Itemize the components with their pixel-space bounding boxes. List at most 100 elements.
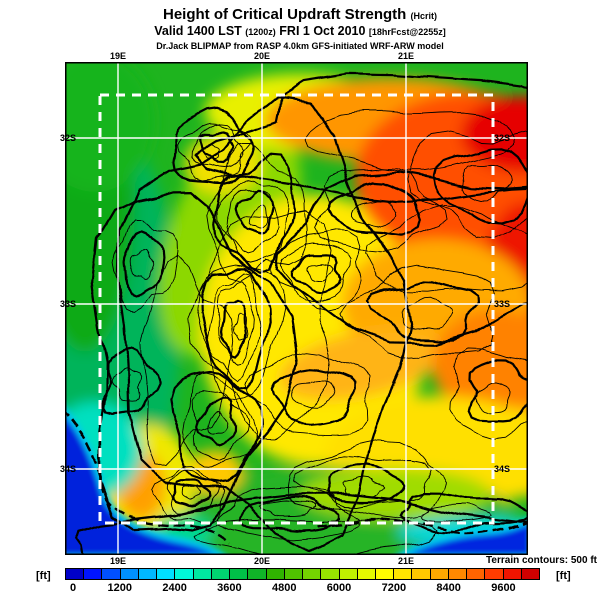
contour-line	[291, 378, 336, 407]
lon-label-bottom: 21E	[397, 556, 414, 566]
colorbar-segment	[119, 569, 138, 579]
contour-line	[291, 252, 343, 293]
contour-line	[123, 228, 165, 296]
contour-line	[170, 369, 265, 484]
lon-label-top: 19E	[109, 51, 126, 61]
colorbar-segment	[66, 569, 84, 579]
colorbar-unit-left: [ft]	[36, 570, 51, 582]
contour-line	[366, 280, 481, 342]
contour-line	[117, 95, 412, 551]
colorbar-segment	[520, 569, 540, 579]
lon-label-top: 21E	[397, 51, 414, 61]
contour-line	[270, 229, 363, 311]
contour-line	[207, 273, 261, 382]
contour-line	[199, 267, 271, 391]
contour-line	[167, 469, 221, 514]
contour-line	[198, 130, 236, 165]
coastline-path	[314, 519, 528, 536]
contour-line	[193, 73, 528, 202]
contour-line	[328, 179, 422, 237]
contour-line	[366, 204, 528, 293]
colorbar-segment	[174, 569, 193, 579]
colorbar-segment	[484, 569, 503, 579]
colorbar-unit-right: [ft]	[556, 570, 571, 582]
contour-line	[271, 367, 358, 426]
colorbar-segment	[247, 569, 266, 579]
model-credit-line: Dr.Jack BLIPMAP from RASP 4.0km GFS-init…	[156, 41, 444, 51]
contour-line	[249, 206, 268, 230]
colorbar-tick-label: 2400	[162, 582, 187, 594]
colorbar-tick-label: 6000	[326, 582, 352, 594]
contour-line	[462, 163, 513, 201]
page-title: Height of Critical Updraft Strength (Hcr…	[0, 6, 600, 23]
colorbar-segment	[429, 569, 448, 579]
valid-time: Valid 1400 LST	[154, 24, 242, 38]
contour-line	[172, 107, 255, 184]
colorbar-segment	[502, 569, 521, 579]
contour-line	[192, 518, 439, 555]
colorbar-segment	[302, 569, 321, 579]
contour-line	[192, 390, 250, 461]
lon-label-bottom: 20E	[253, 556, 270, 566]
colorbar-segment	[393, 569, 412, 579]
lat-label-right: 33S	[493, 299, 510, 309]
contour-line	[244, 351, 372, 436]
lat-label-left: 34S	[59, 464, 76, 474]
contour-line	[131, 247, 154, 279]
coastline	[65, 410, 528, 543]
forecast-map[interactable]	[65, 62, 528, 555]
lat-label-right: 32S	[493, 133, 510, 143]
contour-line	[91, 189, 299, 531]
colorbar-segment	[156, 569, 175, 579]
colorbar-segment	[447, 569, 467, 579]
title-main: Height of Critical Updraft Strength	[162, 6, 407, 23]
title-unit-tag: (Hcrit)	[410, 11, 438, 21]
colorbar-segment	[192, 569, 211, 579]
lon-label-bottom: 19E	[109, 556, 126, 566]
colorbar-tick-label: 0	[69, 582, 77, 594]
contour-line	[195, 264, 285, 402]
contour-line	[237, 495, 341, 531]
forecast-tag: [18hrFcst@2255z]	[368, 27, 446, 37]
lat-label-left: 33S	[59, 299, 76, 309]
contour-line	[110, 368, 141, 402]
colorbar-tick-label: 9600	[491, 582, 516, 594]
colorbar-segment	[374, 569, 394, 579]
terrain-contour-note: Terrain contours: 500 ft	[486, 555, 597, 566]
hcrit-color-field	[65, 62, 528, 555]
contour-line	[207, 410, 228, 435]
lat-label-right: 34S	[493, 464, 510, 474]
colorbar-segment	[229, 569, 248, 579]
lon-label-top: 20E	[253, 51, 270, 61]
colorbar-segment	[466, 569, 485, 579]
colorbar-tick-label: 4800	[271, 582, 297, 594]
zulu-time: (1200z)	[245, 27, 276, 37]
colorbar-segment	[320, 569, 339, 579]
contour-line	[183, 371, 257, 468]
contour-line	[304, 111, 514, 172]
colorbar-segment	[83, 569, 102, 579]
colorbar-segment	[356, 569, 375, 579]
colorbar-segment	[265, 569, 284, 579]
colorbar-tick-label: 3600	[217, 582, 242, 594]
contour-line	[140, 256, 234, 467]
contour-line	[212, 154, 297, 275]
contour-line	[216, 486, 361, 539]
valid-time-line: Valid 1400 LST (1200z) FRI 1 Oct 2010 [1…	[0, 24, 600, 38]
map-border	[65, 62, 528, 555]
contour-line	[216, 281, 254, 366]
colorbar-segment	[283, 569, 303, 579]
colorbar-tick-label: 1200	[107, 582, 133, 594]
colorbar-segment	[411, 569, 430, 579]
valid-date: FRI 1 Oct 2010	[279, 24, 366, 38]
contour-map-canvas	[65, 62, 528, 555]
model-domain-boundary	[98, 93, 495, 525]
contour-line	[291, 456, 431, 508]
contour-line	[187, 212, 331, 441]
contour-line	[281, 241, 353, 302]
contour-line	[449, 348, 528, 439]
colorbar-segment	[101, 569, 120, 579]
lat-lon-graticule	[65, 62, 528, 555]
contour-line	[467, 358, 528, 422]
